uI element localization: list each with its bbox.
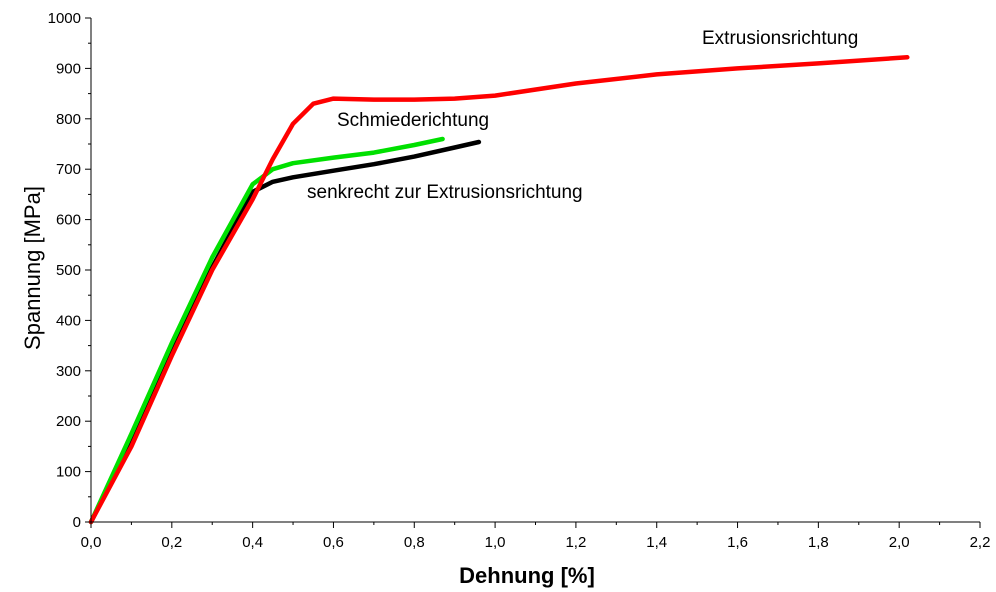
y-tick-label: 700: [56, 161, 81, 178]
x-tick-label: 1,0: [485, 534, 506, 551]
x-tick-label: 1,8: [808, 534, 829, 551]
y-tick-label: 100: [56, 464, 81, 481]
plot-lines: [88, 55, 910, 525]
y-tick-label: 800: [56, 111, 81, 128]
ticks: 0 100 200 300 400 500 600 700 800 900 1000 0,0 0,2 0,…: [48, 10, 991, 551]
y-tick-label: 200: [56, 413, 81, 430]
y-axis-title: Spannung [MPa]: [20, 186, 45, 350]
axes: [90, 18, 980, 523]
y-tick-label: 900: [56, 60, 81, 77]
y-tick-label: 400: [56, 312, 81, 329]
x-tick-label: 0,8: [404, 534, 425, 551]
x-tick-label: 0,4: [242, 534, 263, 551]
x-tick-label: 2,0: [889, 534, 910, 551]
x-tick-label: 0,6: [323, 534, 344, 551]
x-tick-label: 0,0: [81, 534, 102, 551]
annotation-perpendicular: senkrecht zur Extrusionsrichtung: [307, 182, 583, 203]
annotation-extrusion: Extrusionsrichtung: [702, 28, 858, 49]
y-tick-label: 0: [73, 514, 81, 531]
y-tick-label: 600: [56, 212, 81, 229]
annotation-forging: Schmiederichtung: [337, 110, 489, 131]
x-tick-label: 2,2: [970, 534, 991, 551]
y-tick-label: 500: [56, 262, 81, 279]
x-tick-label: 1,4: [646, 534, 667, 551]
x-tick-label: 1,2: [565, 534, 586, 551]
y-tick-label: 300: [56, 363, 81, 380]
x-tick-label: 1,6: [727, 534, 748, 551]
x-tick-label: 0,2: [161, 534, 182, 551]
series-line-1: [88, 136, 445, 525]
series-line-0: [88, 55, 910, 525]
x-axis-title: Dehnung [%]: [459, 563, 595, 588]
y-tick-label: 1000: [48, 10, 81, 27]
